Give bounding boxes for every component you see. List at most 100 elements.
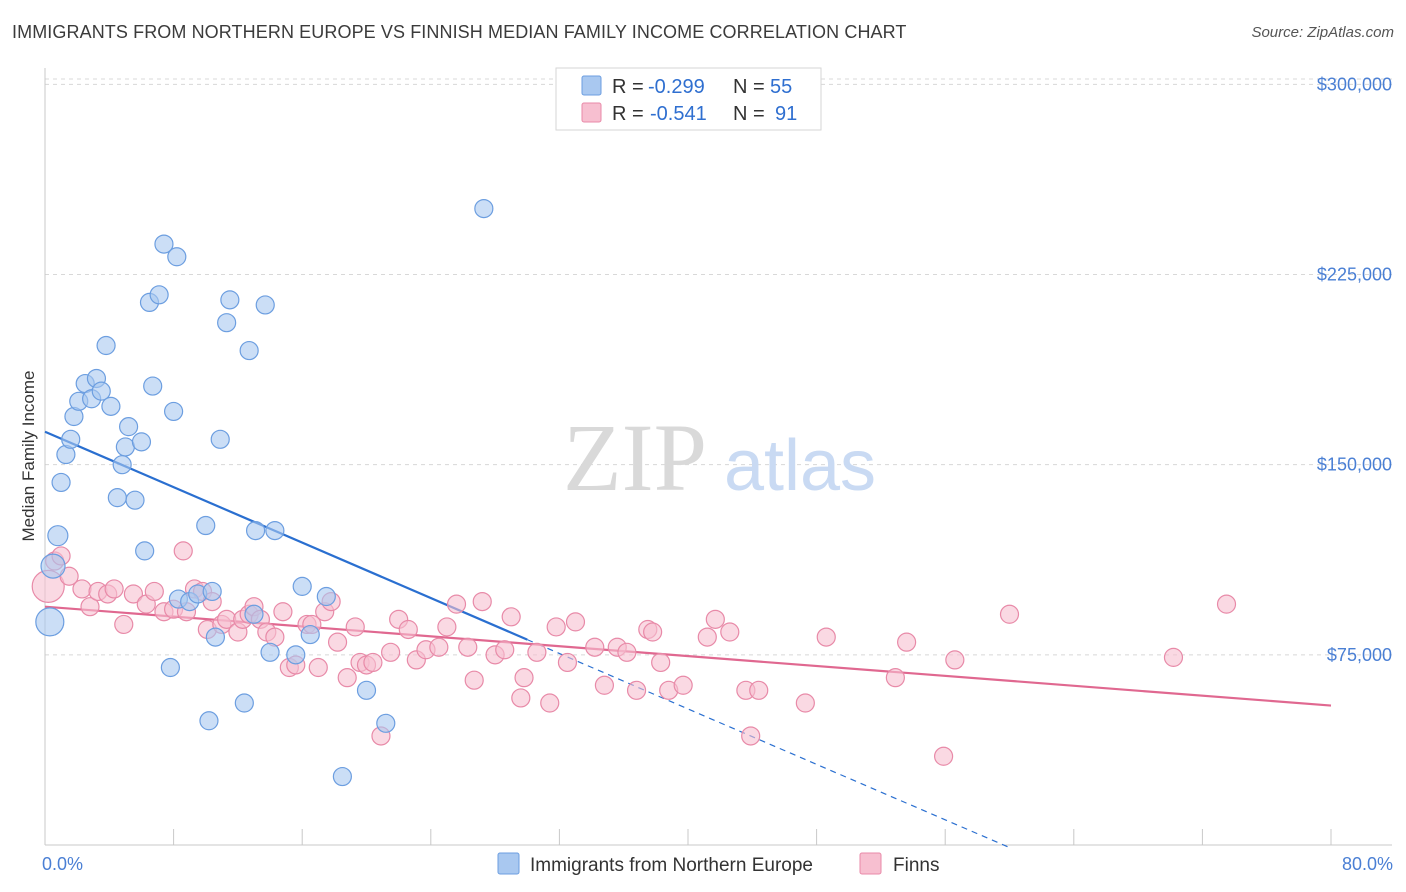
finns-point (363, 652, 383, 673)
finns-point (945, 650, 965, 670)
northern-europe-points (35, 198, 494, 787)
finns-point (617, 642, 637, 662)
finns-point (511, 688, 531, 708)
northern-europe-point (91, 381, 111, 401)
finns-point (345, 617, 365, 637)
finns-point (1163, 647, 1184, 667)
northern-europe-point (239, 340, 259, 361)
northern-europe-point (245, 520, 266, 541)
northern-europe-point (160, 657, 180, 678)
finns-point (144, 581, 164, 602)
finns-point (514, 668, 534, 688)
finns-point (123, 584, 144, 604)
finns-point (104, 579, 124, 599)
bottom-legend-swatch-pink (859, 852, 882, 875)
northern-europe-point (47, 525, 69, 547)
x-tick-label-min: 0.0% (42, 854, 83, 874)
watermark-atlas: atlas (724, 426, 876, 506)
northern-europe-point (356, 680, 377, 700)
northern-europe-point (332, 766, 352, 787)
legend-r-value-2: -0.541 (650, 103, 707, 125)
northern-europe-point (255, 295, 275, 315)
finns-point (594, 675, 615, 695)
finns-point (381, 642, 401, 662)
correlation-legend: R = -0.299 N = 55 R = -0.541 N = 91 (555, 67, 822, 131)
gridlines (45, 78, 1392, 656)
northern-europe-point (131, 432, 152, 452)
series-legend: Immigrants from Northern Europe Finns (497, 852, 939, 876)
northern-europe-point (217, 313, 237, 333)
northern-europe-point (164, 401, 184, 422)
finns-point (173, 541, 193, 561)
northern-europe-point (61, 429, 81, 449)
finns-point (999, 604, 1020, 624)
northern-europe-point (118, 417, 139, 437)
watermark-zip: ZIP (563, 404, 707, 511)
finns-point (540, 693, 560, 713)
finns-point (705, 609, 725, 629)
northern-europe-point (220, 290, 240, 310)
finns-point (585, 637, 605, 657)
finns-point (651, 652, 671, 673)
northern-europe-point (205, 627, 225, 647)
finns-point (1216, 594, 1237, 614)
northern-europe-point (286, 645, 306, 665)
finns-point (398, 619, 418, 640)
legend-n-value-2: 91 (775, 103, 797, 125)
northern-europe-point (234, 693, 254, 713)
source-label: Source: ZipAtlas.com (1251, 24, 1394, 41)
northern-europe-point (101, 396, 121, 416)
y-axis-label: Median Family Income (19, 370, 38, 541)
northern-europe-point (40, 553, 66, 579)
legend-r-value-1: -0.299 (648, 76, 705, 98)
finns-point (458, 637, 478, 657)
x-tick-label-max: 80.0% (1342, 854, 1393, 874)
legend-n-value-1: 55 (770, 76, 792, 98)
finns-point (720, 622, 740, 642)
northern-europe-point (35, 607, 65, 637)
northern-europe-point (112, 455, 132, 475)
finns-point (741, 726, 761, 746)
finns-point (437, 617, 457, 637)
northern-europe-point (115, 437, 135, 457)
northern-europe-point (199, 711, 219, 731)
finns-point (643, 622, 663, 642)
bottom-legend-label-blue: Immigrants from Northern Europe (530, 855, 813, 876)
northern-europe-point (376, 713, 396, 733)
northern-europe-point (196, 515, 216, 536)
finns-point (501, 607, 521, 627)
finns-point (795, 693, 815, 713)
northern-europe-point (202, 581, 222, 602)
chart-title: IMMIGRANTS FROM NORTHERN EUROPE VS FINNI… (12, 22, 907, 42)
y-tick-label: $150,000 (1317, 455, 1392, 475)
finns-point (749, 680, 769, 700)
northern-europe-point (300, 624, 320, 645)
northern-europe-point (474, 198, 494, 219)
northern-europe-point (167, 247, 187, 267)
finns-point (429, 637, 449, 657)
northern-europe-point (154, 234, 174, 254)
finns-point (495, 640, 515, 660)
legend-r-label-2: R = (612, 103, 644, 125)
legend-n-label-2: N = (733, 103, 765, 125)
finns-point (527, 642, 547, 662)
legend-n-label-1: N = (733, 76, 765, 98)
finns-point (308, 657, 328, 678)
northern-europe-point (135, 541, 155, 561)
finns-point (327, 632, 348, 652)
finns-point (72, 579, 92, 599)
finns-point (114, 614, 134, 635)
finns-point (933, 746, 954, 766)
legend-swatch-blue (581, 75, 602, 96)
northern-europe-point (125, 490, 145, 510)
northern-europe-point (244, 604, 264, 624)
finns-points (31, 541, 1237, 766)
axes (44, 68, 1392, 846)
northern-europe-point (260, 642, 280, 662)
finns-point (897, 632, 917, 652)
finns-point (697, 627, 717, 647)
tick-labels: $75,000 $150,000 $225,000 $300,000 0.0% 80.0% (42, 74, 1393, 874)
finns-point (472, 591, 492, 612)
trend-line-northern-europe-extension (527, 639, 1010, 849)
